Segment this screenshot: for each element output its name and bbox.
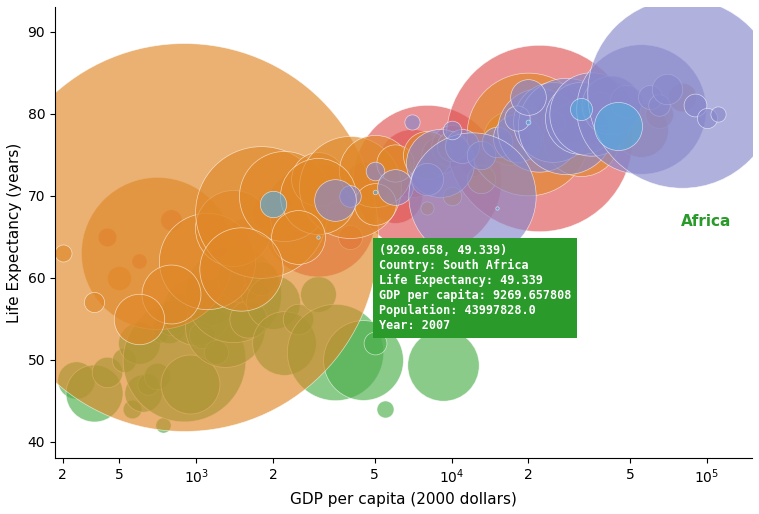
Point bbox=[228, 224, 240, 232]
Point bbox=[653, 109, 666, 118]
Y-axis label: Life Expectancy (years): Life Expectancy (years) bbox=[7, 142, 22, 323]
Point bbox=[329, 347, 341, 356]
Point bbox=[644, 93, 657, 101]
Point bbox=[312, 175, 324, 183]
Point bbox=[165, 290, 178, 298]
Point bbox=[267, 298, 279, 306]
Point bbox=[437, 361, 449, 369]
Point bbox=[594, 105, 606, 114]
Point bbox=[600, 114, 612, 122]
Point bbox=[118, 356, 130, 364]
Point bbox=[291, 192, 304, 200]
Point bbox=[474, 151, 487, 159]
Point bbox=[126, 405, 138, 413]
Point bbox=[522, 130, 534, 138]
Point bbox=[466, 192, 478, 200]
Point bbox=[547, 118, 559, 126]
Point bbox=[575, 105, 587, 114]
Point bbox=[195, 331, 207, 339]
Point bbox=[635, 105, 647, 114]
Point bbox=[446, 192, 458, 200]
Point bbox=[456, 282, 468, 290]
Point bbox=[676, 89, 688, 97]
Point bbox=[215, 282, 227, 290]
Point bbox=[490, 204, 502, 212]
Point bbox=[547, 265, 559, 273]
Point bbox=[584, 122, 597, 130]
Point bbox=[344, 192, 356, 200]
Point bbox=[165, 216, 178, 225]
Point bbox=[228, 290, 240, 298]
Point bbox=[712, 109, 724, 118]
Point bbox=[357, 175, 369, 183]
Point bbox=[56, 249, 68, 257]
Point bbox=[291, 315, 304, 323]
Point bbox=[312, 232, 324, 241]
Point bbox=[456, 142, 468, 151]
Point bbox=[102, 368, 114, 376]
Point bbox=[522, 93, 534, 101]
Point bbox=[490, 138, 502, 146]
Point bbox=[619, 97, 631, 105]
Point bbox=[134, 339, 146, 347]
Point bbox=[71, 376, 83, 384]
Point bbox=[511, 134, 523, 142]
Point bbox=[255, 208, 267, 216]
Point bbox=[235, 273, 247, 282]
Point bbox=[150, 249, 162, 257]
Point bbox=[389, 159, 401, 167]
Point bbox=[172, 298, 184, 306]
Point bbox=[102, 232, 114, 241]
Point bbox=[575, 134, 587, 142]
Point bbox=[406, 159, 418, 167]
Point bbox=[420, 175, 433, 183]
Point bbox=[344, 232, 356, 241]
Point bbox=[142, 380, 154, 389]
Point bbox=[446, 126, 458, 134]
Point bbox=[162, 323, 175, 331]
Point bbox=[235, 224, 247, 232]
Point bbox=[446, 142, 458, 151]
Point bbox=[369, 167, 381, 175]
Point bbox=[369, 167, 381, 175]
Point bbox=[369, 339, 381, 347]
Point bbox=[184, 380, 197, 389]
Point bbox=[380, 167, 392, 175]
Text: Africa: Africa bbox=[681, 214, 731, 229]
Point bbox=[329, 200, 341, 208]
Point bbox=[329, 196, 341, 204]
Point bbox=[420, 175, 433, 183]
Point bbox=[676, 93, 688, 101]
Point bbox=[369, 188, 381, 196]
Point bbox=[474, 175, 487, 183]
Point bbox=[522, 118, 534, 126]
Point bbox=[466, 159, 478, 167]
Point bbox=[420, 204, 433, 212]
Point bbox=[369, 200, 381, 208]
Point bbox=[380, 405, 392, 413]
Point bbox=[661, 85, 673, 93]
Point bbox=[165, 315, 178, 323]
X-axis label: GDP per capita (2000 dollars): GDP per capita (2000 dollars) bbox=[290, 492, 517, 507]
Point bbox=[389, 192, 401, 200]
Point bbox=[156, 421, 168, 430]
Point bbox=[210, 347, 222, 356]
Point bbox=[312, 290, 324, 298]
Point bbox=[267, 200, 279, 208]
Point bbox=[434, 159, 446, 167]
Point bbox=[88, 389, 100, 397]
Point bbox=[312, 216, 324, 225]
Point bbox=[134, 257, 146, 265]
Point bbox=[219, 323, 231, 331]
Text: (9269.658, 49.339)
Country: South Africa
Life Expectancy: 49.339
GDP per capita:: (9269.658, 49.339) Country: South Africa… bbox=[379, 244, 572, 332]
Point bbox=[291, 232, 304, 241]
Point bbox=[200, 315, 213, 323]
Point bbox=[150, 372, 162, 380]
Point bbox=[278, 192, 290, 200]
Point bbox=[434, 151, 446, 159]
Point bbox=[490, 142, 502, 151]
Point bbox=[547, 118, 559, 126]
Point bbox=[267, 208, 279, 216]
Point bbox=[653, 101, 666, 109]
Point bbox=[249, 290, 261, 298]
